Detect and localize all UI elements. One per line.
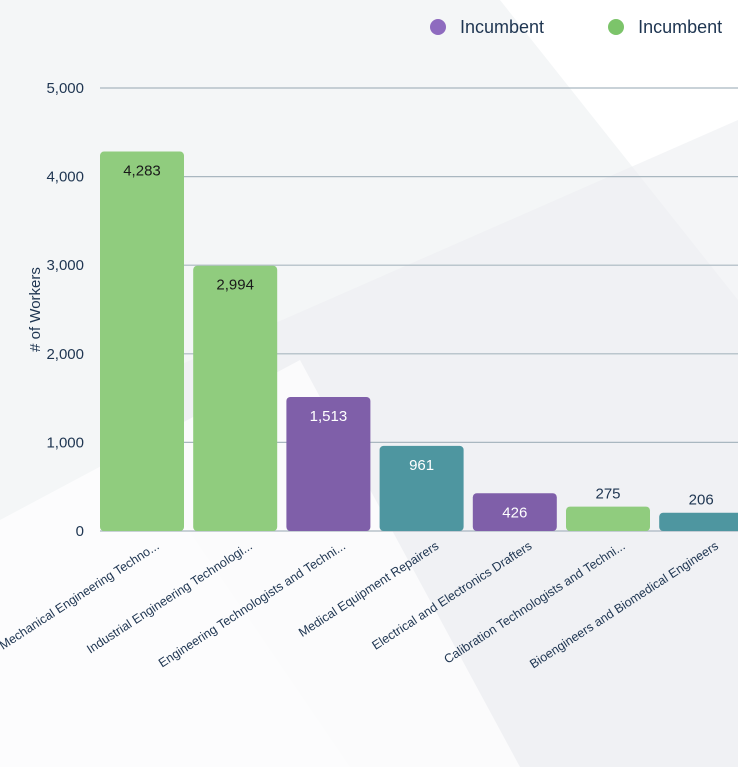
bar xyxy=(659,512,738,531)
legend-swatch-green xyxy=(608,19,625,35)
chart-legend: Incumbent Incumbent xyxy=(430,14,738,40)
bar xyxy=(566,506,650,531)
x-tick-label: Electrical and Electronics Drafters xyxy=(369,539,534,653)
bar xyxy=(193,265,278,531)
bar-value-label: 426 xyxy=(502,504,527,521)
bar-value-label: 961 xyxy=(409,457,434,474)
y-tick-label: 1,000 xyxy=(46,434,84,451)
legend-item-1[interactable]: Incumbent xyxy=(608,17,722,38)
y-tick-label: 5,000 xyxy=(46,80,84,97)
bar-value-label: 206 xyxy=(689,492,714,509)
legend-item-0[interactable]: Incumbent xyxy=(430,17,544,38)
bar-value-label: 275 xyxy=(595,486,620,503)
bar-value-label: 4,283 xyxy=(123,163,161,180)
bar xyxy=(472,493,557,531)
y-tick-label: 0 xyxy=(76,523,84,540)
x-tick-label: Engineering Technologists and Techni... xyxy=(156,539,348,670)
x-tick-label: Bioengineers and Biomedical Engineers xyxy=(527,539,721,671)
legend-label: Incumbent xyxy=(460,16,545,37)
y-axis-label: # of Workers xyxy=(27,267,44,352)
x-tick-label: Calibration Technologists and Techni... xyxy=(441,539,627,667)
y-tick-label: 3,000 xyxy=(46,257,84,274)
bar xyxy=(379,445,464,531)
legend-swatch-purple xyxy=(430,19,446,35)
y-tick-label: 2,000 xyxy=(46,346,84,363)
y-tick-label: 4,000 xyxy=(46,169,84,186)
x-tick-label: Mechanical Engineering Techno... xyxy=(0,539,162,653)
bar xyxy=(100,151,184,532)
legend-label: Incumbent xyxy=(638,16,723,37)
bar xyxy=(286,396,371,531)
bar-value-label: 1,513 xyxy=(310,408,348,425)
bar-value-label: 2,994 xyxy=(216,277,254,294)
x-tick-label: Industrial Engineering Technologi... xyxy=(84,539,255,657)
